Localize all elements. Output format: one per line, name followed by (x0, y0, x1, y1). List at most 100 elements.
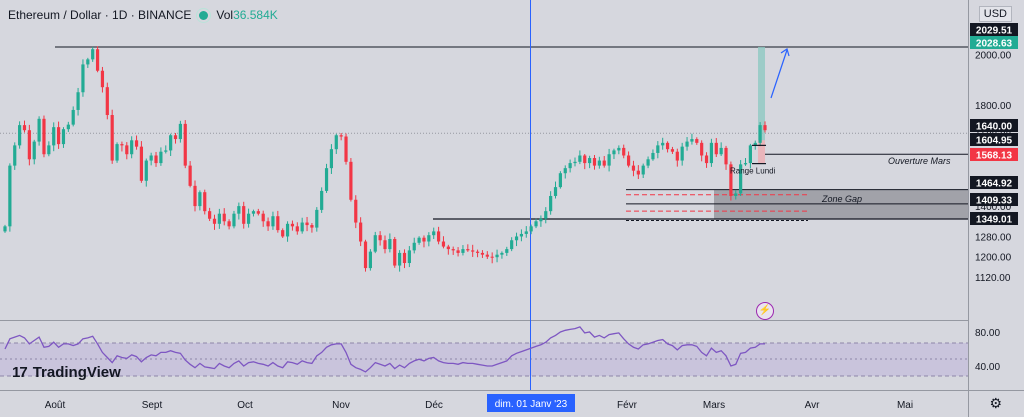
price-label: 1604.95 (976, 136, 1013, 147)
candle-body (383, 240, 387, 250)
projection-arrow-head (780, 48, 790, 57)
candle-body (558, 173, 562, 188)
projection-arrow (770, 49, 788, 99)
candle-body (115, 144, 119, 161)
candle-body (709, 142, 714, 164)
price-label-bg (970, 212, 1018, 225)
candle-body (407, 250, 411, 264)
candle-body (758, 125, 762, 143)
candle-body (256, 211, 260, 214)
symbol-title[interactable]: Ethereum / Dollar · 1D · BINANCE (8, 8, 192, 22)
candle-body (130, 140, 134, 155)
time-tick: Oct (237, 400, 253, 411)
candle-body (724, 147, 728, 165)
time-tick: Août (45, 400, 66, 411)
gear-icon[interactable]: ⚙ (989, 395, 1002, 411)
candle-body (573, 161, 577, 164)
candle-body (539, 218, 543, 222)
candle-body (320, 190, 324, 210)
price-tick: 1200.00 (975, 253, 1012, 264)
candle-body (159, 151, 163, 164)
candle-body (81, 64, 85, 93)
zone-gap-label: Zone Gap (821, 194, 862, 204)
projection-box (758, 46, 765, 141)
candle-body (149, 155, 153, 161)
time-tick: Mars (703, 400, 725, 411)
price-label: 1464.92 (976, 179, 1013, 190)
candle-body (626, 155, 631, 166)
candle-body (398, 252, 402, 266)
candle-body (553, 187, 558, 196)
candle-body (329, 149, 334, 169)
price-label: 2028.63 (976, 39, 1013, 50)
candle-body (436, 231, 441, 242)
chart-header: Ethereum / Dollar · 1D · BINANCE Vol36.5… (8, 8, 278, 22)
candle-body (339, 135, 343, 137)
candle-body (203, 192, 207, 212)
candle-body (597, 160, 601, 166)
candle-body (378, 235, 382, 241)
candle-body (246, 213, 251, 224)
candle-body (505, 249, 509, 253)
candle-body (695, 139, 699, 143)
candle-body (120, 144, 124, 146)
volume-readout: Vol36.584K (216, 8, 277, 22)
price-label: 2029.51 (976, 26, 1013, 37)
candle-body (105, 87, 109, 116)
candle-body (193, 185, 197, 207)
candle-body (578, 155, 582, 162)
price-tick: 2000.00 (975, 50, 1012, 61)
candle-body (3, 226, 7, 232)
candle-body (86, 59, 90, 65)
tradingview-logo-icon: 17 (12, 364, 28, 381)
candle-body (183, 123, 187, 166)
candle-body (592, 158, 597, 166)
candle-body (670, 149, 675, 152)
candle-body (402, 252, 407, 264)
candle-body (529, 226, 533, 232)
candle-body (510, 240, 514, 250)
candle-body (388, 238, 392, 250)
candle-body (417, 237, 421, 243)
candle-body (13, 145, 17, 166)
candle-body (310, 225, 314, 228)
candle-body (544, 211, 548, 219)
candle-body (602, 160, 606, 166)
tradingview-logo: 17 TradingView (12, 364, 121, 381)
candle-body (622, 147, 626, 156)
currency-button[interactable]: USD (978, 6, 1012, 22)
candle-body (456, 250, 460, 253)
price-tick: 1800.00 (975, 101, 1012, 112)
candle-body (290, 223, 295, 227)
candle-body (198, 192, 202, 207)
candle-body (466, 249, 470, 251)
candle-body (95, 49, 100, 71)
candle-body (422, 237, 426, 242)
candle-body (373, 235, 377, 252)
price-label: 1640.00 (976, 122, 1013, 133)
candle-body (37, 118, 41, 142)
candle-body (480, 252, 485, 255)
candle-body (27, 130, 31, 160)
lightning-icon[interactable]: ⚡ (756, 302, 774, 320)
candle-body (261, 213, 265, 222)
candle-body (646, 159, 650, 166)
candle-body (359, 222, 363, 242)
time-tick: Mai (897, 400, 913, 411)
candle-body (427, 235, 431, 242)
candle-body (680, 146, 684, 161)
candle-body (563, 168, 567, 174)
candle-body (227, 221, 231, 227)
candle-body (675, 151, 679, 161)
candle-body (748, 145, 752, 164)
candle-body (315, 209, 319, 228)
main-pane (0, 0, 968, 320)
candle-body (125, 145, 129, 155)
candle-body (651, 152, 655, 160)
candle-body (734, 193, 738, 196)
candle-body (139, 146, 144, 181)
candle-body (266, 221, 270, 227)
candle-body (617, 147, 621, 151)
price-scale (968, 0, 1024, 417)
